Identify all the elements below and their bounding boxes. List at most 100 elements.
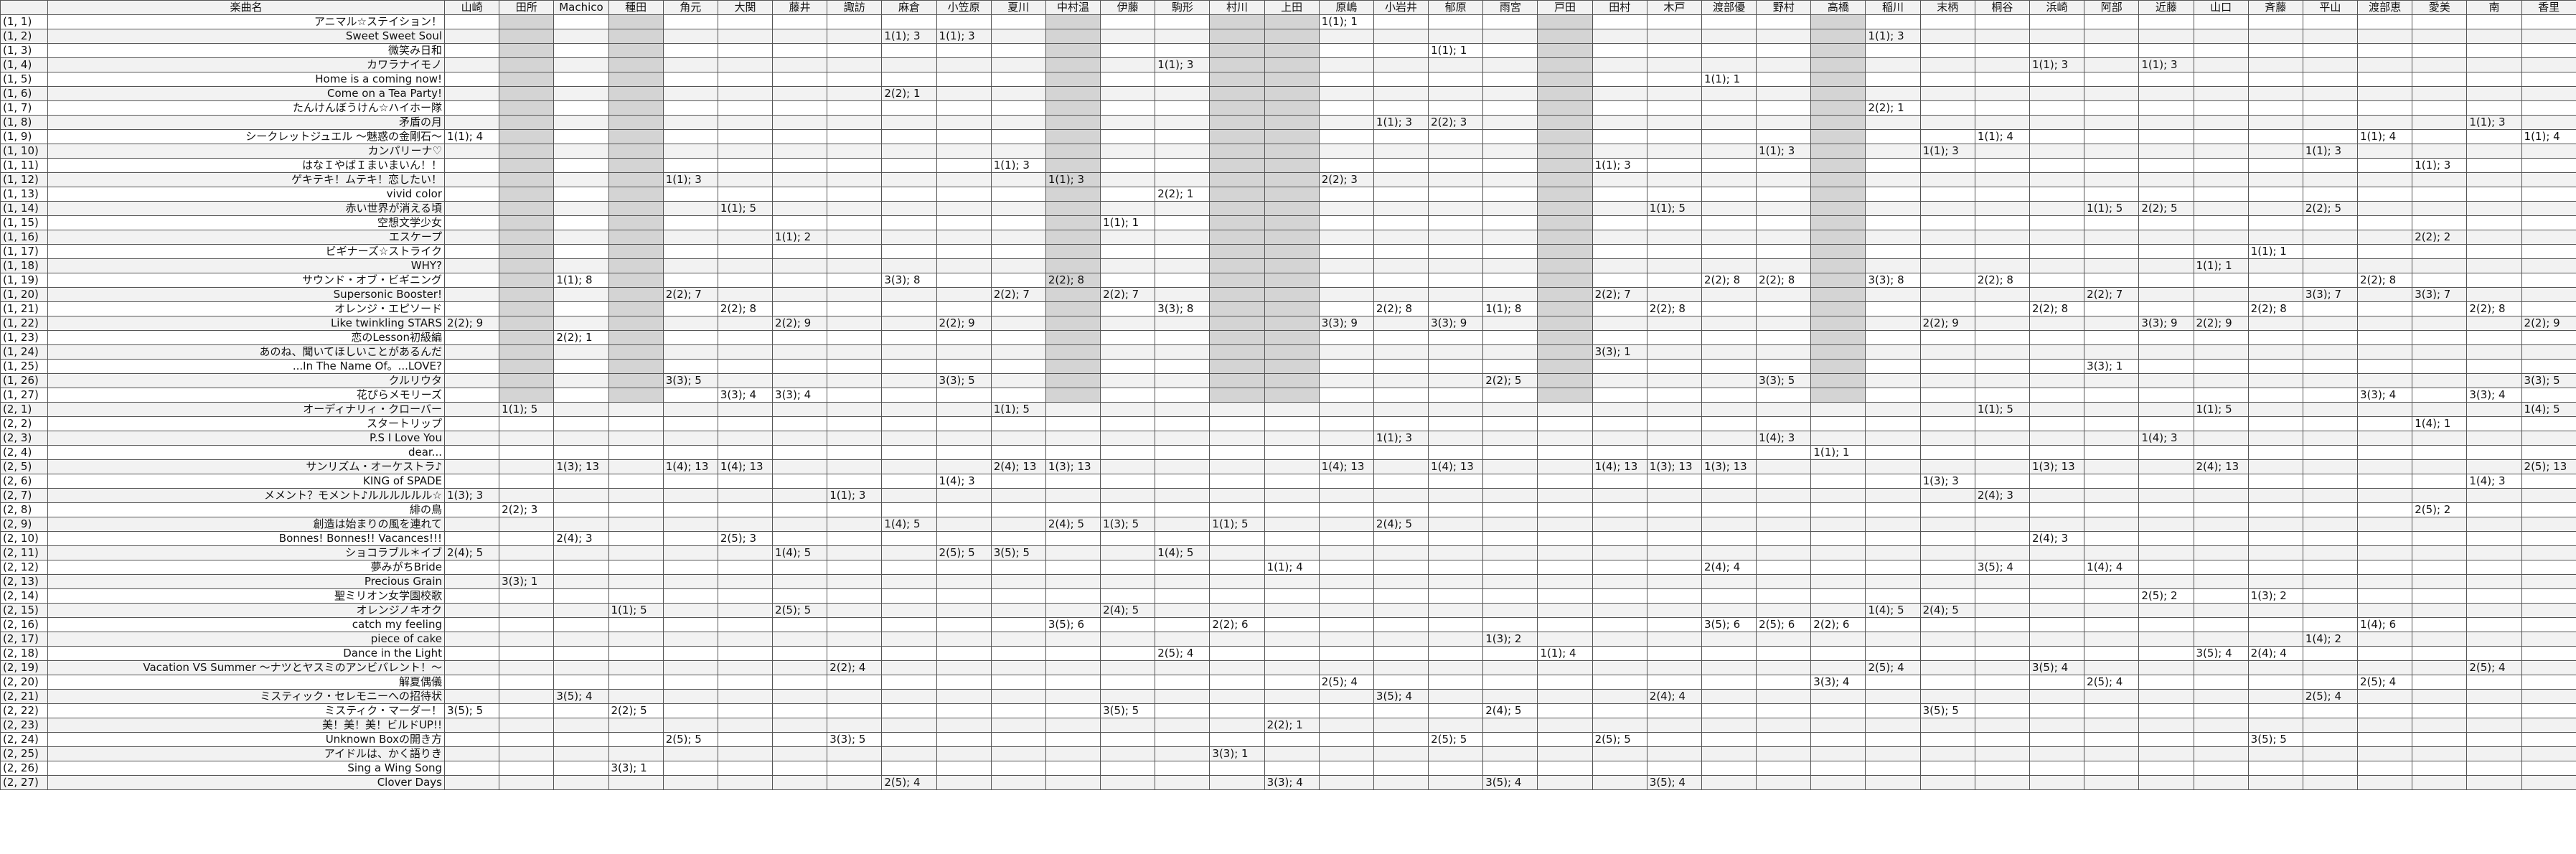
assignment-cell — [827, 402, 883, 417]
assignment-cell — [662, 588, 718, 604]
assignment-cell — [2193, 373, 2249, 388]
assignment-cell — [936, 660, 992, 675]
assignment-cell — [1264, 316, 1320, 331]
assignment-cell — [553, 416, 609, 431]
assignment-cell — [2193, 416, 2249, 431]
assignment-cell — [1974, 746, 2030, 761]
assignment-cell — [2084, 646, 2140, 661]
assignment-cell — [2138, 344, 2194, 360]
assignment-cell — [2357, 459, 2413, 474]
assignment-cell — [990, 703, 1046, 718]
assignment-cell — [1592, 632, 1647, 647]
assignment-cell — [827, 445, 883, 460]
assignment-cell — [553, 158, 609, 173]
assignment-cell: 2(2); 1 — [881, 86, 937, 101]
assignment-cell — [1318, 215, 1374, 230]
assignment-cell — [1209, 330, 1265, 345]
assignment-cell — [990, 43, 1046, 58]
assignment-cell — [827, 330, 883, 345]
assignment-cell — [1865, 258, 1921, 273]
assignment-cell — [499, 560, 555, 575]
member-column-header: Machico — [553, 0, 609, 15]
assignment-cell — [1373, 560, 1429, 575]
assignment-cell — [2084, 718, 2140, 733]
assignment-cell — [1209, 72, 1265, 87]
assignment-cell — [443, 775, 500, 790]
assignment-cell — [2084, 474, 2140, 489]
assignment-cell — [1701, 632, 1757, 647]
assignment-cell — [1155, 718, 1211, 733]
assignment-cell — [499, 201, 555, 216]
assignment-cell — [1701, 172, 1757, 187]
assignment-cell — [2521, 603, 2576, 618]
assignment-cell — [2247, 230, 2303, 245]
assignment-cell — [1100, 43, 1156, 58]
assignment-cell — [2138, 172, 2194, 187]
song-title: 花ぴらメモリーズ — [47, 388, 445, 403]
assignment-cell — [443, 287, 500, 302]
song-title: 解夏偶儀 — [47, 675, 445, 690]
assignment-cell: 3(3); 4 — [1810, 675, 1866, 690]
assignment-cell — [1428, 775, 1484, 790]
assignment-cell — [936, 488, 992, 503]
assignment-cell — [1810, 215, 1866, 230]
row-id: (2, 13) — [0, 574, 48, 589]
assignment-cell — [499, 43, 555, 58]
assignment-cell — [1919, 560, 1975, 575]
assignment-cell — [1482, 761, 1538, 776]
member-column-header: 中村温 — [1045, 0, 1101, 15]
assignment-cell — [1919, 775, 1975, 790]
assignment-cell — [608, 560, 664, 575]
assignment-cell — [2357, 187, 2413, 202]
assignment-cell — [2247, 373, 2303, 388]
assignment-cell — [499, 316, 555, 331]
assignment-cell — [2084, 431, 2140, 446]
assignment-cell — [717, 416, 774, 431]
assignment-cell — [2029, 158, 2085, 173]
row-id: (2, 9) — [0, 517, 48, 532]
assignment-cell — [553, 746, 609, 761]
assignment-cell — [2302, 43, 2359, 58]
assignment-cell — [772, 301, 828, 316]
assignment-cell — [2521, 115, 2576, 130]
assignment-cell — [1865, 675, 1921, 690]
assignment-cell — [1646, 603, 1702, 618]
assignment-cell — [1756, 258, 1812, 273]
song-title-header: 楽曲名 — [47, 0, 445, 15]
assignment-cell — [2029, 761, 2085, 776]
assignment-cell — [1155, 660, 1211, 675]
row-id: (2, 7) — [0, 488, 48, 503]
assignment-cell — [2193, 588, 2249, 604]
assignment-cell — [1646, 172, 1702, 187]
assignment-cell — [2412, 187, 2468, 202]
assignment-cell — [1264, 588, 1320, 604]
assignment-cell: 2(2); 2 — [2412, 230, 2468, 245]
assignment-cell — [990, 359, 1046, 374]
assignment-cell — [1537, 632, 1593, 647]
assignment-cell — [2466, 144, 2522, 159]
assignment-cell: 3(3); 7 — [2302, 287, 2359, 302]
assignment-cell — [2247, 402, 2303, 417]
assignment-cell — [2521, 445, 2576, 460]
assignment-cell — [1045, 588, 1101, 604]
assignment-cell — [2193, 531, 2249, 546]
assignment-cell — [717, 86, 774, 101]
assignment-cell — [1865, 746, 1921, 761]
assignment-cell — [1646, 388, 1702, 403]
assignment-cell — [1264, 531, 1320, 546]
assignment-cell — [1318, 29, 1374, 44]
assignment-cell — [2466, 100, 2522, 116]
assignment-cell — [443, 660, 500, 675]
assignment-cell — [772, 43, 828, 58]
assignment-cell — [827, 158, 883, 173]
song-title: 空想文学少女 — [47, 215, 445, 230]
assignment-cell — [1482, 29, 1538, 44]
assignment-cell — [1701, 359, 1757, 374]
assignment-cell — [608, 258, 664, 273]
assignment-cell — [1318, 43, 1374, 58]
assignment-cell — [717, 158, 774, 173]
assignment-cell — [662, 57, 718, 72]
assignment-cell — [1482, 201, 1538, 216]
assignment-cell — [1264, 689, 1320, 704]
assignment-cell — [1810, 459, 1866, 474]
